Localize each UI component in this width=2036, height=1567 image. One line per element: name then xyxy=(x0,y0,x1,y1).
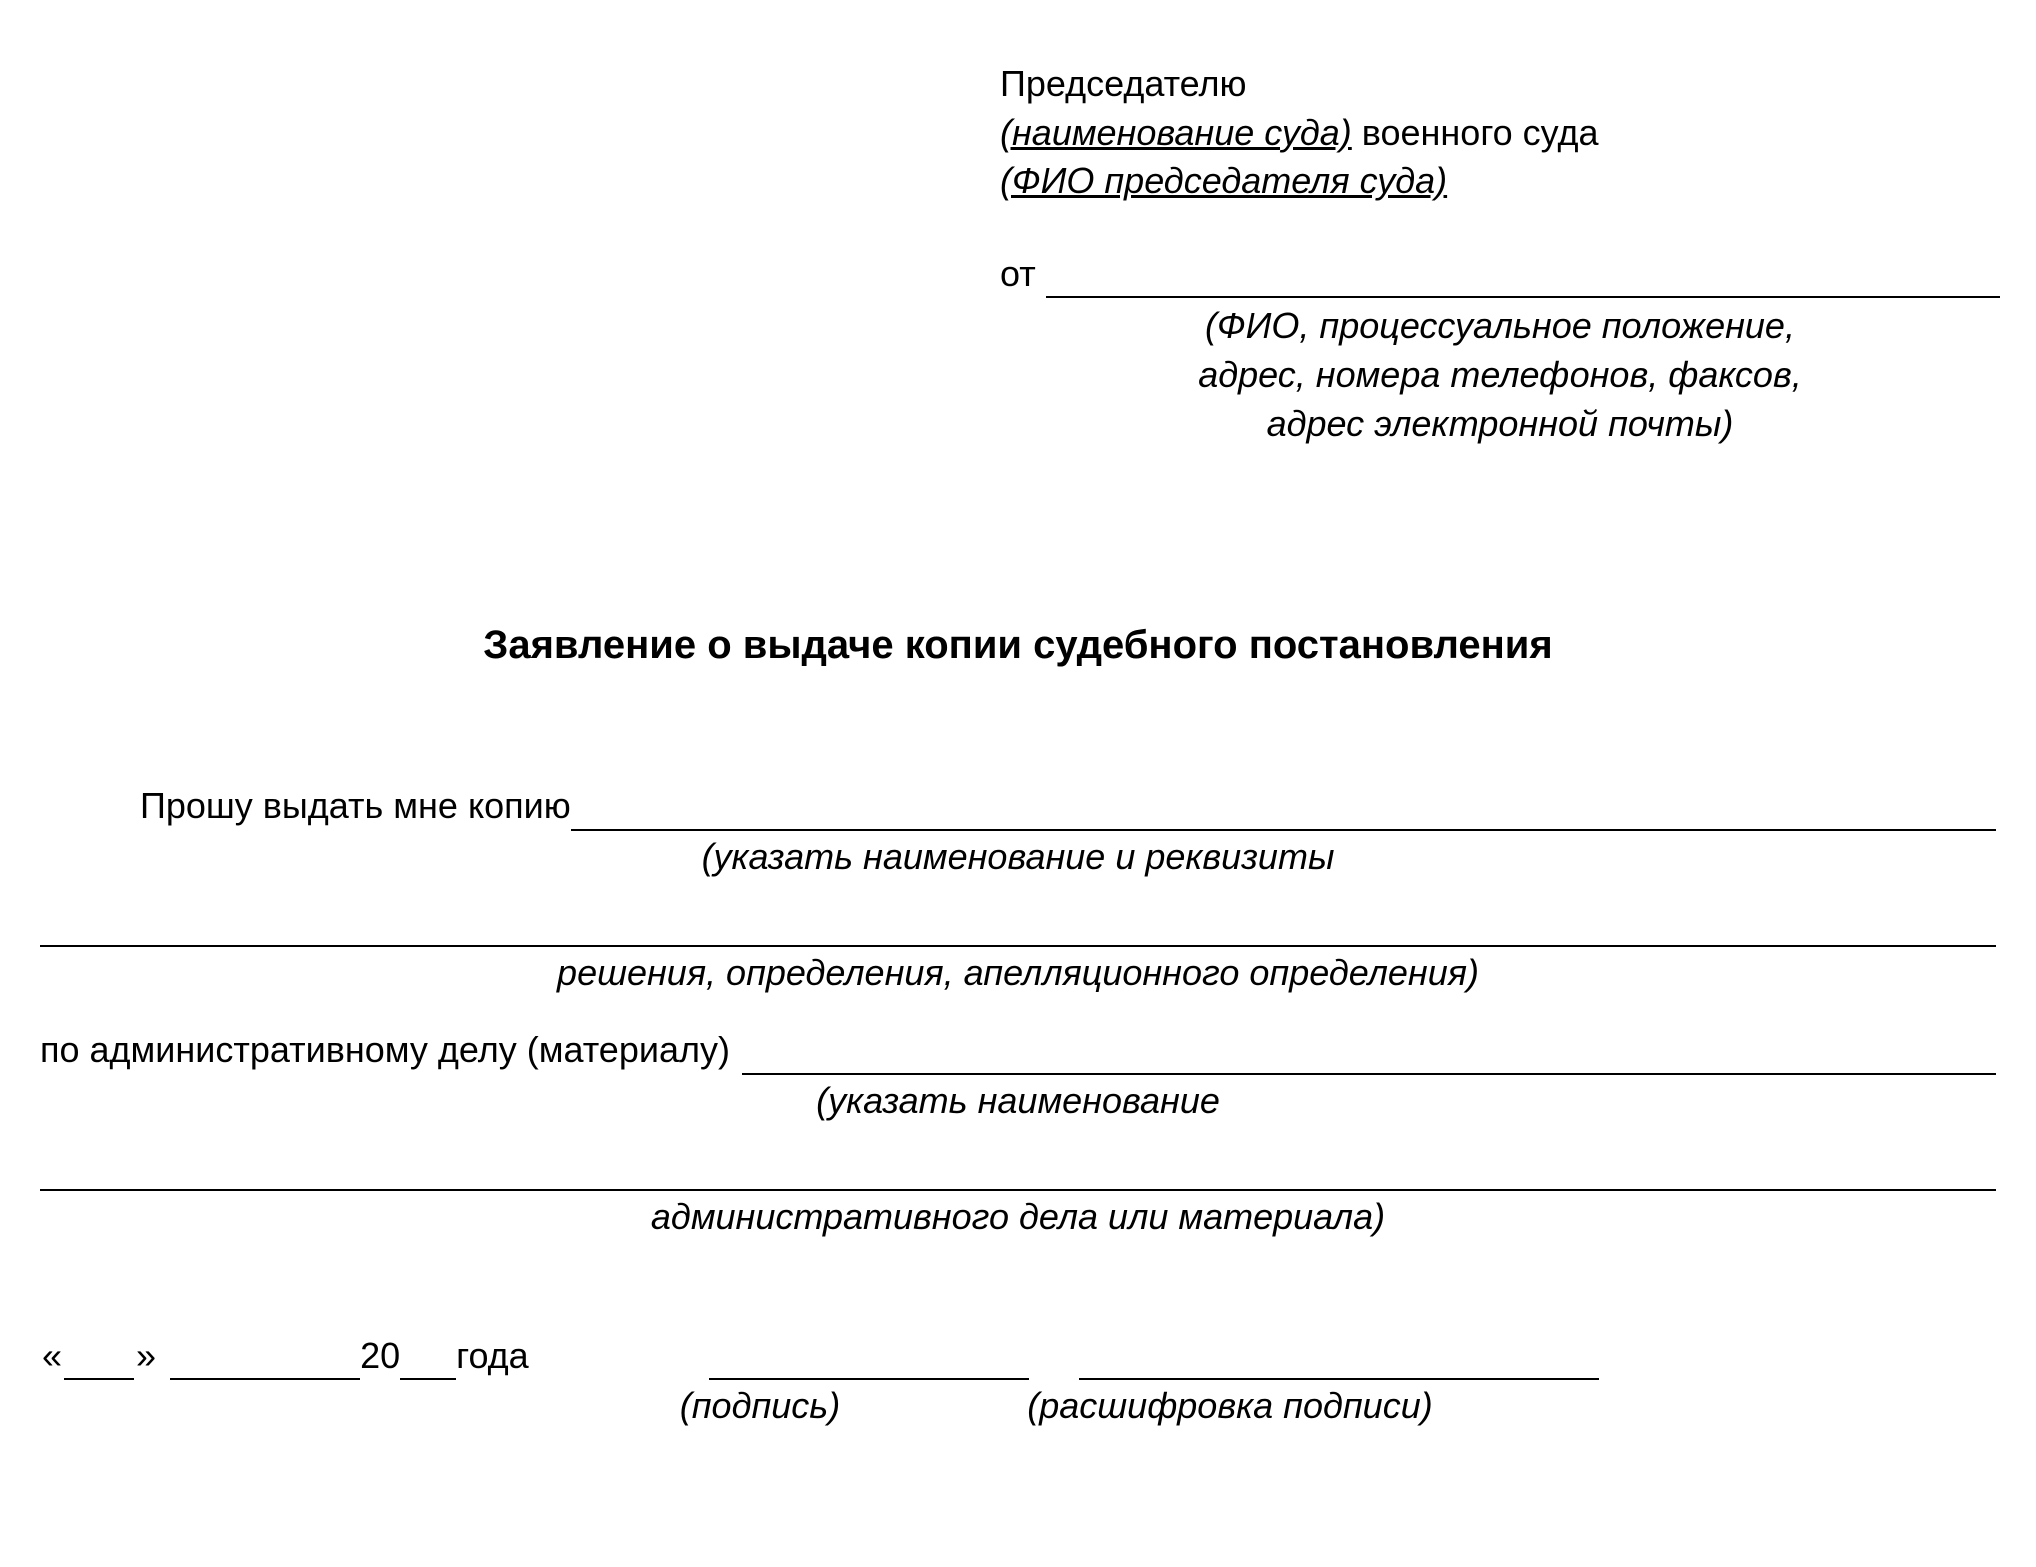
document-name-line-2[interactable] xyxy=(40,909,1996,947)
date-quote-open: « xyxy=(40,1332,64,1381)
addressee-line1: Председателю xyxy=(1000,60,2000,109)
body-block: Прошу выдать мне копию (указать наименов… xyxy=(40,782,1996,1242)
date-year-field[interactable] xyxy=(400,1346,456,1380)
court-name-placeholder[interactable]: (наименование суда) xyxy=(1000,112,1352,153)
case-name-line-1[interactable] xyxy=(742,1037,1996,1075)
decoded-label: (расшифровка подписи) xyxy=(970,1382,1490,1431)
addressee-line2: (наименование суда) военного суда xyxy=(1000,109,2000,158)
court-suffix: военного суда xyxy=(1352,112,1599,153)
date-month-field[interactable] xyxy=(170,1346,360,1380)
chairman-name-placeholder[interactable]: (ФИО председателя суда) xyxy=(1000,157,2000,206)
signature-label: (подпись) xyxy=(600,1382,920,1431)
case-row: по административному делу (материалу) xyxy=(40,1026,1996,1075)
signature-row: « » 20 года xyxy=(40,1332,1996,1381)
request-row: Прошу выдать мне копию xyxy=(40,782,1996,831)
signature-decoded-field[interactable] xyxy=(1079,1346,1599,1380)
hint-2: решения, определения, апелляционного опр… xyxy=(40,949,1996,998)
date-quote-close: » xyxy=(134,1332,158,1381)
hint-4: административного дела или материала) xyxy=(40,1193,1996,1242)
hint-1: (указать наименование и реквизиты xyxy=(40,833,1996,882)
case-name-line-2[interactable] xyxy=(40,1153,1996,1191)
date-year-prefix: 20 xyxy=(360,1332,400,1381)
date-part: « » 20 года xyxy=(40,1332,529,1381)
from-hint-3: адрес электронной почты) xyxy=(1000,400,2000,449)
from-hint-1: (ФИО, процессуальное положение, xyxy=(1000,302,2000,351)
from-input-line[interactable] xyxy=(1046,262,2000,298)
addressee-block: Председателю (наименование суда) военног… xyxy=(1000,60,2000,448)
signature-field[interactable] xyxy=(709,1346,1029,1380)
request-prefix: Прошу выдать мне копию xyxy=(140,782,571,831)
document-title: Заявление о выдаче копии судебного поста… xyxy=(40,618,1996,672)
from-hint-2: адрес, номера телефонов, факсов, xyxy=(1000,351,2000,400)
date-year-suffix: года xyxy=(456,1332,529,1381)
date-day-field[interactable] xyxy=(64,1346,134,1380)
case-prefix: по административному делу (материалу) xyxy=(40,1026,730,1075)
from-label: от xyxy=(1000,250,1046,299)
from-row: от xyxy=(1000,250,2000,299)
hint-3: (указать наименование xyxy=(40,1077,1996,1126)
document-name-line-1[interactable] xyxy=(571,793,1996,831)
from-hints: (ФИО, процессуальное положение, адрес, н… xyxy=(1000,302,2000,448)
signature-labels: (подпись) (расшифровка подписи) xyxy=(40,1382,1996,1431)
